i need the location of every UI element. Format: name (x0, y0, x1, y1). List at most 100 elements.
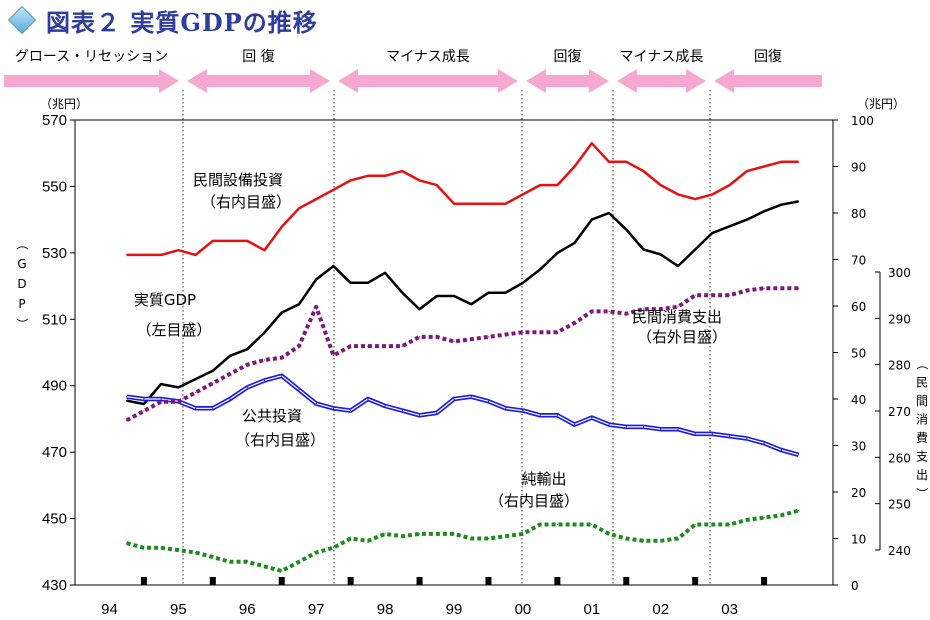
left-axis: 430 450 470 490 510 530 550 570（兆円） （ GDP ） (15, 97, 88, 594)
right-inner-axis: 0 10 20 30 40 50 60 70 80 90 100 （兆円） (833, 97, 905, 593)
data-point (694, 294, 696, 296)
phase-label: 回復 (554, 48, 582, 65)
data-point (229, 240, 231, 242)
outer-tick-label: 290 (888, 312, 911, 326)
data-point (229, 561, 231, 563)
data-point (591, 219, 593, 221)
data-point (608, 533, 610, 535)
data-point (212, 556, 214, 558)
data-point (126, 400, 128, 402)
data-point (263, 249, 266, 251)
data-point (487, 203, 490, 205)
phase-arrow (714, 69, 822, 93)
data-point (539, 414, 541, 416)
data-point (608, 161, 610, 163)
x-tick-mark (347, 577, 354, 585)
data-point (711, 193, 714, 195)
data-point (298, 345, 300, 347)
series-public (126, 373, 800, 457)
data-point (470, 396, 472, 398)
data-point (470, 537, 472, 540)
data-point (625, 161, 627, 163)
annotation-gdp: 実質GDP （左目盛） (134, 291, 212, 339)
data-point (487, 400, 490, 402)
outer-tick-label: 240 (888, 544, 911, 558)
data-point (453, 203, 455, 205)
phase-arrow (526, 69, 609, 93)
data-point (763, 210, 765, 212)
data-point (177, 386, 179, 388)
data-point (539, 331, 541, 333)
data-point (797, 200, 800, 202)
data-point (487, 336, 490, 338)
right-tick-label: 60 (851, 300, 866, 314)
data-point (797, 161, 800, 163)
data-point (418, 533, 421, 535)
outer-axis-char: 消 (916, 413, 928, 427)
data-point (332, 354, 335, 356)
data-point (263, 565, 266, 568)
data-point (281, 226, 283, 228)
right-tick-label: 90 (851, 161, 866, 175)
data-point (246, 364, 248, 366)
annotation-text: （右内目盛） (235, 431, 325, 449)
data-point (401, 170, 403, 172)
annotation-text: （左目盛） (136, 321, 211, 339)
data-point (263, 331, 266, 334)
data-point (229, 398, 231, 400)
data-point (160, 398, 162, 400)
data-point (126, 542, 128, 544)
data-point (229, 373, 231, 375)
outer-tick-label: 300 (888, 266, 911, 280)
outer-axis-char: 支 (916, 450, 928, 464)
right-outer-axis: 240 250 260 270 280 290 300 （ 民間消費支出 ） (875, 266, 929, 558)
series-line (126, 508, 800, 573)
data-point (143, 403, 145, 405)
outer-tick-label: 260 (888, 451, 911, 465)
data-point (367, 282, 369, 284)
data-point (746, 519, 748, 521)
data-point (332, 547, 335, 549)
data-point (505, 333, 507, 336)
phase-label: マイナス成長 (620, 49, 704, 65)
data-point (711, 433, 714, 435)
data-point (453, 295, 455, 297)
data-point (487, 537, 490, 540)
annotation-equipment: 民間設備投資 （右内目盛） (193, 171, 291, 211)
data-point (298, 207, 300, 209)
x-tick-mark (140, 577, 147, 585)
data-point (591, 310, 593, 312)
data-point (746, 289, 748, 292)
data-point (281, 312, 283, 314)
x-tick-label: 00 (515, 601, 532, 618)
data-point (298, 561, 300, 563)
data-point (573, 242, 576, 244)
phase-arrow (4, 69, 179, 93)
data-point (608, 310, 610, 312)
phase-label: マイナス成長 (386, 49, 470, 65)
data-point (746, 170, 748, 172)
annotation-text: （右外目盛） (637, 328, 727, 346)
x-tick-label: 94 (101, 601, 118, 618)
annotation-text: （右内目盛） (201, 193, 291, 211)
data-point (763, 442, 765, 444)
x-tick-mark (485, 577, 492, 585)
data-point (539, 268, 541, 271)
data-point (487, 292, 490, 294)
right-tick-label: 100 (851, 114, 874, 128)
data-point (315, 403, 317, 405)
data-point (246, 386, 248, 388)
right-tick-label: 50 (851, 347, 866, 361)
data-point (677, 306, 679, 308)
data-point (711, 294, 714, 296)
left-tick-label: 570 (42, 112, 67, 129)
x-tick-label: 02 (652, 601, 669, 618)
data-point (573, 423, 576, 426)
x-tick-mark (623, 577, 630, 585)
series-line (126, 142, 799, 257)
phase-arrows: グロース・リセッション 回 復 マイナス成長 回復 マイナス成長 回復 (4, 48, 822, 93)
series-line (126, 200, 799, 406)
left-tick-label: 490 (42, 378, 67, 395)
data-point (608, 212, 610, 214)
